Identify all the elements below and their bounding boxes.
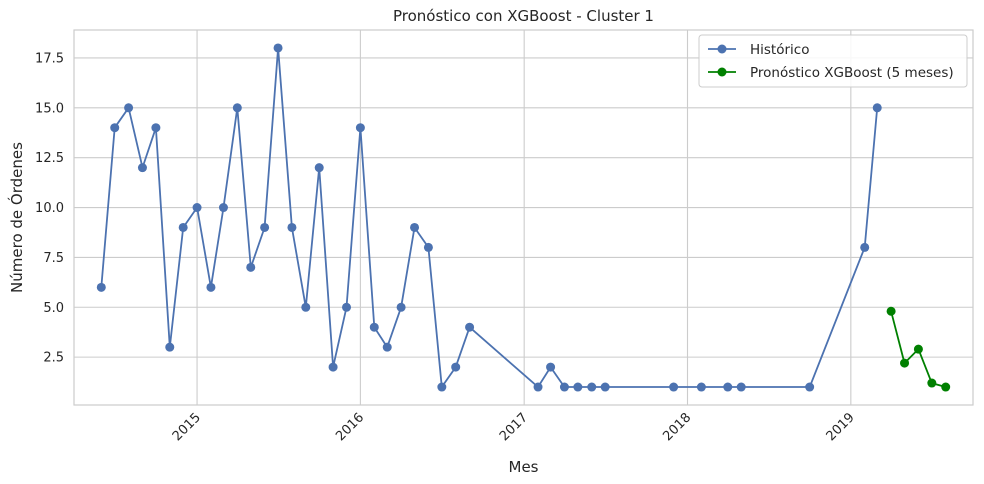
x-tick-label: 2019 [824, 410, 858, 444]
series-layer [96, 43, 951, 392]
series-line-historico [100, 47, 879, 388]
data-point-historico [314, 163, 324, 173]
data-point-historico [369, 322, 379, 332]
data-point-historico [410, 222, 420, 232]
data-point-historico [546, 362, 556, 372]
y-tick-label: 5.0 [43, 301, 64, 316]
data-point-historico [260, 222, 270, 232]
x-tick-label: 2018 [660, 410, 694, 444]
data-point-historico [151, 123, 161, 133]
data-point-historico [573, 382, 583, 392]
data-point-historico [860, 242, 870, 252]
data-point-historico [736, 382, 746, 392]
data-point-historico [178, 222, 188, 232]
data-point-historico [723, 382, 733, 392]
data-point-pronostico [941, 382, 951, 392]
x-axis-label: Mes [509, 458, 539, 476]
data-point-historico [124, 103, 134, 113]
data-point-pronostico [927, 378, 937, 388]
x-tick-label: 2016 [333, 410, 367, 444]
legend: Histórico Pronóstico XGBoost (5 meses) [698, 34, 968, 88]
data-point-historico [465, 322, 475, 332]
data-point-historico [382, 342, 392, 352]
data-point-historico [218, 203, 228, 213]
y-tick-label: 10.0 [35, 201, 64, 216]
data-point-pronostico [886, 306, 896, 316]
data-point-historico [437, 382, 447, 392]
data-point-historico [600, 382, 610, 392]
data-point-pronostico [900, 358, 910, 368]
data-point-historico [301, 302, 311, 312]
data-point-historico [328, 362, 338, 372]
data-point-historico [396, 302, 406, 312]
data-point-historico [192, 203, 202, 213]
data-point-historico [232, 103, 242, 113]
data-point-pronostico [913, 344, 923, 354]
legend-marker-historico [717, 44, 727, 54]
data-point-historico [110, 123, 120, 133]
tick-labels: 2.5 5.0 7.5 10.0 12.5 15.0 17.5 2015 2016 2017 201… [35, 51, 858, 444]
data-point-historico [246, 262, 256, 272]
data-point-historico [206, 282, 216, 292]
data-point-historico [342, 302, 352, 312]
y-tick-label: 7.5 [43, 251, 64, 266]
legend-label-pronostico: Pronóstico XGBoost (5 meses) [750, 65, 954, 81]
data-point-historico [805, 382, 815, 392]
data-point-historico [96, 282, 106, 292]
legend-marker-pronostico [717, 67, 727, 77]
data-point-historico [872, 103, 882, 113]
data-point-historico [273, 43, 283, 53]
legend-label-historico: Histórico [750, 42, 809, 58]
data-point-historico [696, 382, 706, 392]
y-tick-label: 2.5 [43, 351, 64, 366]
data-point-historico [137, 163, 147, 173]
data-point-historico [533, 382, 543, 392]
x-tick-label: 2017 [497, 410, 531, 444]
data-point-historico [559, 382, 569, 392]
data-point-historico [423, 242, 433, 252]
y-tick-label: 15.0 [35, 101, 64, 116]
data-point-historico [451, 362, 461, 372]
y-axis-label: Número de Órdenes [7, 142, 26, 293]
data-point-historico [287, 222, 297, 232]
legend-box [698, 34, 968, 88]
plot-frame [73, 29, 974, 406]
x-tick-label: 2015 [170, 410, 204, 444]
data-point-historico [669, 382, 679, 392]
y-tick-label: 12.5 [35, 151, 64, 166]
data-point-historico [355, 123, 365, 133]
chart-title: Pronóstico con XGBoost - Cluster 1 [393, 7, 654, 25]
data-point-historico [587, 382, 597, 392]
data-point-historico [165, 342, 175, 352]
y-tick-label: 17.5 [35, 51, 64, 66]
